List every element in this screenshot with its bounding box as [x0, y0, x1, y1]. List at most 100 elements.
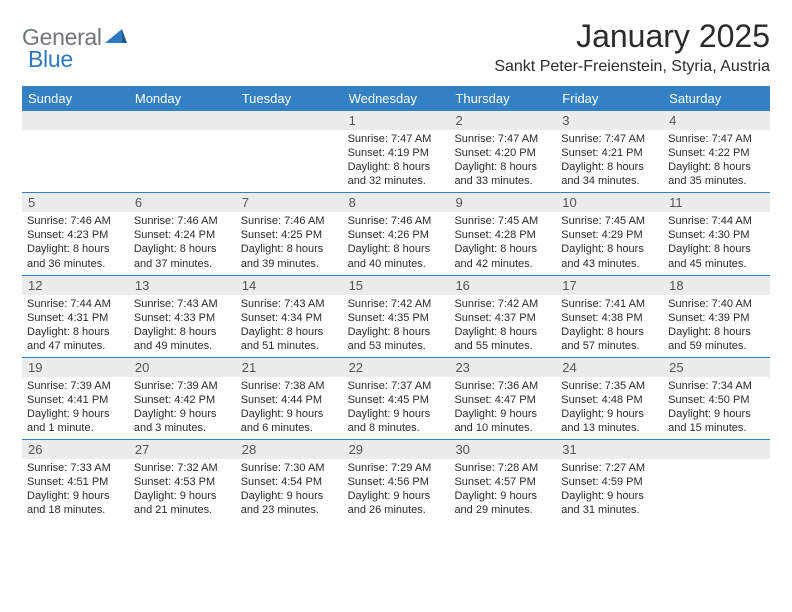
day-number-row: 4: [663, 111, 770, 130]
sunset-line: Sunset: 4:34 PM: [241, 311, 338, 325]
day-number: 8: [349, 195, 356, 210]
day-body: Sunrise: 7:34 AMSunset: 4:50 PMDaylight:…: [663, 377, 770, 439]
day-cell: [22, 111, 129, 192]
day-body: [22, 130, 129, 136]
sunset-line: Sunset: 4:20 PM: [454, 146, 551, 160]
day-number-row: [663, 440, 770, 459]
daylight-line: Daylight: 8 hours and 53 minutes.: [348, 325, 445, 353]
sunset-line: Sunset: 4:19 PM: [348, 146, 445, 160]
sunrise-line: Sunrise: 7:36 AM: [454, 379, 551, 393]
day-number: 5: [28, 195, 35, 210]
day-number: 23: [455, 360, 469, 375]
sunrise-line: Sunrise: 7:47 AM: [561, 132, 658, 146]
day-body: Sunrise: 7:43 AMSunset: 4:34 PMDaylight:…: [236, 295, 343, 357]
daylight-line: Daylight: 8 hours and 47 minutes.: [27, 325, 124, 353]
daylight-line: Daylight: 9 hours and 31 minutes.: [561, 489, 658, 517]
daylight-line: Daylight: 8 hours and 32 minutes.: [348, 160, 445, 188]
day-number: 1: [349, 113, 356, 128]
calendar: Sunday Monday Tuesday Wednesday Thursday…: [22, 86, 770, 522]
sunset-line: Sunset: 4:21 PM: [561, 146, 658, 160]
day-cell: 20Sunrise: 7:39 AMSunset: 4:42 PMDayligh…: [129, 358, 236, 439]
daylight-line: Daylight: 9 hours and 1 minute.: [27, 407, 124, 435]
day-body: Sunrise: 7:42 AMSunset: 4:37 PMDaylight:…: [449, 295, 556, 357]
day-number-row: 5: [22, 193, 129, 212]
day-cell: 2Sunrise: 7:47 AMSunset: 4:20 PMDaylight…: [449, 111, 556, 192]
day-cell: 21Sunrise: 7:38 AMSunset: 4:44 PMDayligh…: [236, 358, 343, 439]
day-number-row: 17: [556, 276, 663, 295]
sunset-line: Sunset: 4:53 PM: [134, 475, 231, 489]
day-number: 19: [28, 360, 42, 375]
day-number-row: 24: [556, 358, 663, 377]
day-number: 11: [669, 195, 683, 210]
day-cell: 9Sunrise: 7:45 AMSunset: 4:28 PMDaylight…: [449, 193, 556, 274]
sunset-line: Sunset: 4:23 PM: [27, 228, 124, 242]
day-number-row: 29: [343, 440, 450, 459]
day-body: Sunrise: 7:47 AMSunset: 4:19 PMDaylight:…: [343, 130, 450, 192]
day-number: 21: [242, 360, 256, 375]
day-header-thursday: Thursday: [449, 86, 556, 111]
day-number-row: 13: [129, 276, 236, 295]
day-body: Sunrise: 7:47 AMSunset: 4:22 PMDaylight:…: [663, 130, 770, 192]
day-body: Sunrise: 7:32 AMSunset: 4:53 PMDaylight:…: [129, 459, 236, 521]
day-body: Sunrise: 7:44 AMSunset: 4:30 PMDaylight:…: [663, 212, 770, 274]
daylight-line: Daylight: 9 hours and 13 minutes.: [561, 407, 658, 435]
daylight-line: Daylight: 9 hours and 8 minutes.: [348, 407, 445, 435]
daylight-line: Daylight: 9 hours and 21 minutes.: [134, 489, 231, 517]
sunset-line: Sunset: 4:29 PM: [561, 228, 658, 242]
day-cell: 16Sunrise: 7:42 AMSunset: 4:37 PMDayligh…: [449, 276, 556, 357]
sunrise-line: Sunrise: 7:37 AM: [348, 379, 445, 393]
sunrise-line: Sunrise: 7:35 AM: [561, 379, 658, 393]
day-number-row: 21: [236, 358, 343, 377]
sunset-line: Sunset: 4:25 PM: [241, 228, 338, 242]
day-number-row: 22: [343, 358, 450, 377]
day-cell: 11 Sunrise: 7:44 AMSunset: 4:30 PMDayligh…: [663, 193, 770, 274]
logo-word-2-wrap: Blue: [29, 46, 73, 73]
day-cell: [663, 440, 770, 521]
weeks-container: 1Sunrise: 7:47 AMSunset: 4:19 PMDaylight…: [22, 111, 770, 522]
day-body: Sunrise: 7:39 AMSunset: 4:42 PMDaylight:…: [129, 377, 236, 439]
day-cell: 5Sunrise: 7:46 AMSunset: 4:23 PMDaylight…: [22, 193, 129, 274]
week-row: 5Sunrise: 7:46 AMSunset: 4:23 PMDaylight…: [22, 192, 770, 274]
day-number: 28: [242, 442, 256, 457]
sunset-line: Sunset: 4:51 PM: [27, 475, 124, 489]
day-number-row: 2: [449, 111, 556, 130]
sunset-line: Sunset: 4:59 PM: [561, 475, 658, 489]
sunset-line: Sunset: 4:28 PM: [454, 228, 551, 242]
day-cell: 1 Sunrise: 7:47 AMSunset: 4:19 PMDaylight…: [343, 111, 450, 192]
sunrise-line: Sunrise: 7:39 AM: [134, 379, 231, 393]
sunrise-line: Sunrise: 7:27 AM: [561, 461, 658, 475]
title-block: January 2025 Sankt Peter-Freienstein, St…: [494, 18, 770, 76]
day-cell: 24Sunrise: 7:35 AMSunset: 4:48 PMDayligh…: [556, 358, 663, 439]
day-body: Sunrise: 7:45 AMSunset: 4:28 PMDaylight:…: [449, 212, 556, 274]
sunset-line: Sunset: 4:41 PM: [27, 393, 124, 407]
day-number: 29: [349, 442, 363, 457]
day-number-row: 18: [663, 276, 770, 295]
day-number-row: 12: [22, 276, 129, 295]
day-number: 12: [28, 278, 42, 293]
day-cell: 19Sunrise: 7:39 AMSunset: 4:41 PMDayligh…: [22, 358, 129, 439]
sunrise-line: Sunrise: 7:44 AM: [27, 297, 124, 311]
day-number: 3: [562, 113, 569, 128]
logo-word-2: Blue: [28, 46, 73, 72]
day-number-row: 16: [449, 276, 556, 295]
daylight-line: Daylight: 8 hours and 37 minutes.: [134, 242, 231, 270]
day-body: Sunrise: 7:33 AMSunset: 4:51 PMDaylight:…: [22, 459, 129, 521]
sunset-line: Sunset: 4:24 PM: [134, 228, 231, 242]
daylight-line: Daylight: 8 hours and 40 minutes.: [348, 242, 445, 270]
daylight-line: Daylight: 8 hours and 43 minutes.: [561, 242, 658, 270]
day-number: 18: [669, 278, 683, 293]
daylight-line: Daylight: 9 hours and 6 minutes.: [241, 407, 338, 435]
day-cell: 13Sunrise: 7:43 AMSunset: 4:33 PMDayligh…: [129, 276, 236, 357]
sunset-line: Sunset: 4:42 PM: [134, 393, 231, 407]
daylight-line: Daylight: 8 hours and 36 minutes.: [27, 242, 124, 270]
day-number: 24: [562, 360, 576, 375]
day-cell: 31Sunrise: 7:27 AMSunset: 4:59 PMDayligh…: [556, 440, 663, 521]
day-body: Sunrise: 7:42 AMSunset: 4:35 PMDaylight:…: [343, 295, 450, 357]
day-body: [129, 130, 236, 136]
day-number-row: [129, 111, 236, 130]
sunrise-line: Sunrise: 7:38 AM: [241, 379, 338, 393]
day-number-row: 28: [236, 440, 343, 459]
header: General Blue January 2025 Sankt Peter-Fr…: [22, 18, 770, 76]
sunrise-line: Sunrise: 7:46 AM: [241, 214, 338, 228]
day-body: Sunrise: 7:46 AMSunset: 4:26 PMDaylight:…: [343, 212, 450, 274]
